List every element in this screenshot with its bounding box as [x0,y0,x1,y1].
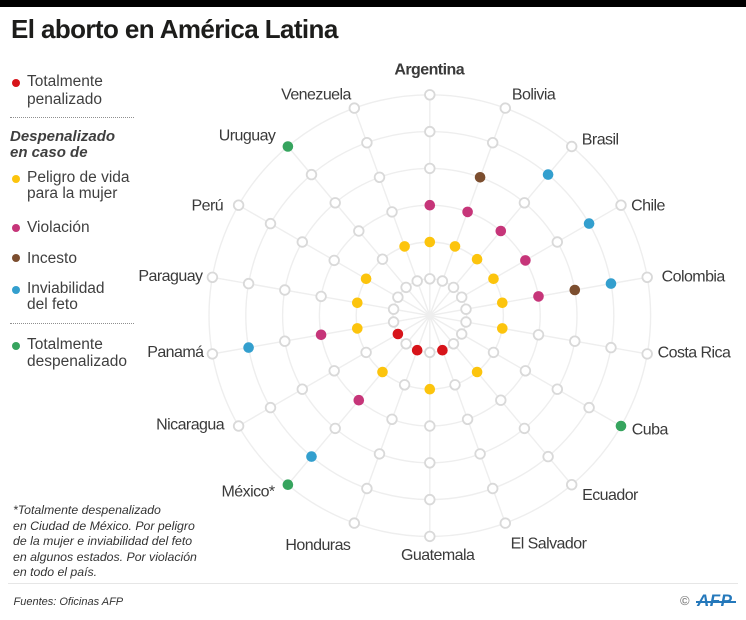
svg-text:Guatemala: Guatemala [401,547,475,564]
svg-text:Perú: Perú [191,197,223,214]
svg-text:Costa Rica: Costa Rica [658,344,731,361]
svg-text:El Salvador: El Salvador [511,536,588,553]
svg-text:Colombia: Colombia [662,269,726,286]
svg-text:Uruguay: Uruguay [219,127,276,144]
svg-text:Ecuador: Ecuador [582,487,639,504]
svg-text:México*: México* [222,484,275,501]
svg-text:Panamá: Panamá [147,344,204,361]
svg-text:Paraguay: Paraguay [138,268,203,285]
svg-text:Bolivia: Bolivia [512,86,556,103]
svg-text:Argentina: Argentina [394,62,464,79]
svg-text:Venezuela: Venezuela [281,86,351,103]
svg-text:Honduras: Honduras [285,537,351,554]
svg-text:Chile: Chile [631,197,665,214]
svg-text:Nicaragua: Nicaragua [156,417,225,434]
svg-text:Cuba: Cuba [632,421,669,438]
svg-text:Brasil: Brasil [582,132,619,149]
